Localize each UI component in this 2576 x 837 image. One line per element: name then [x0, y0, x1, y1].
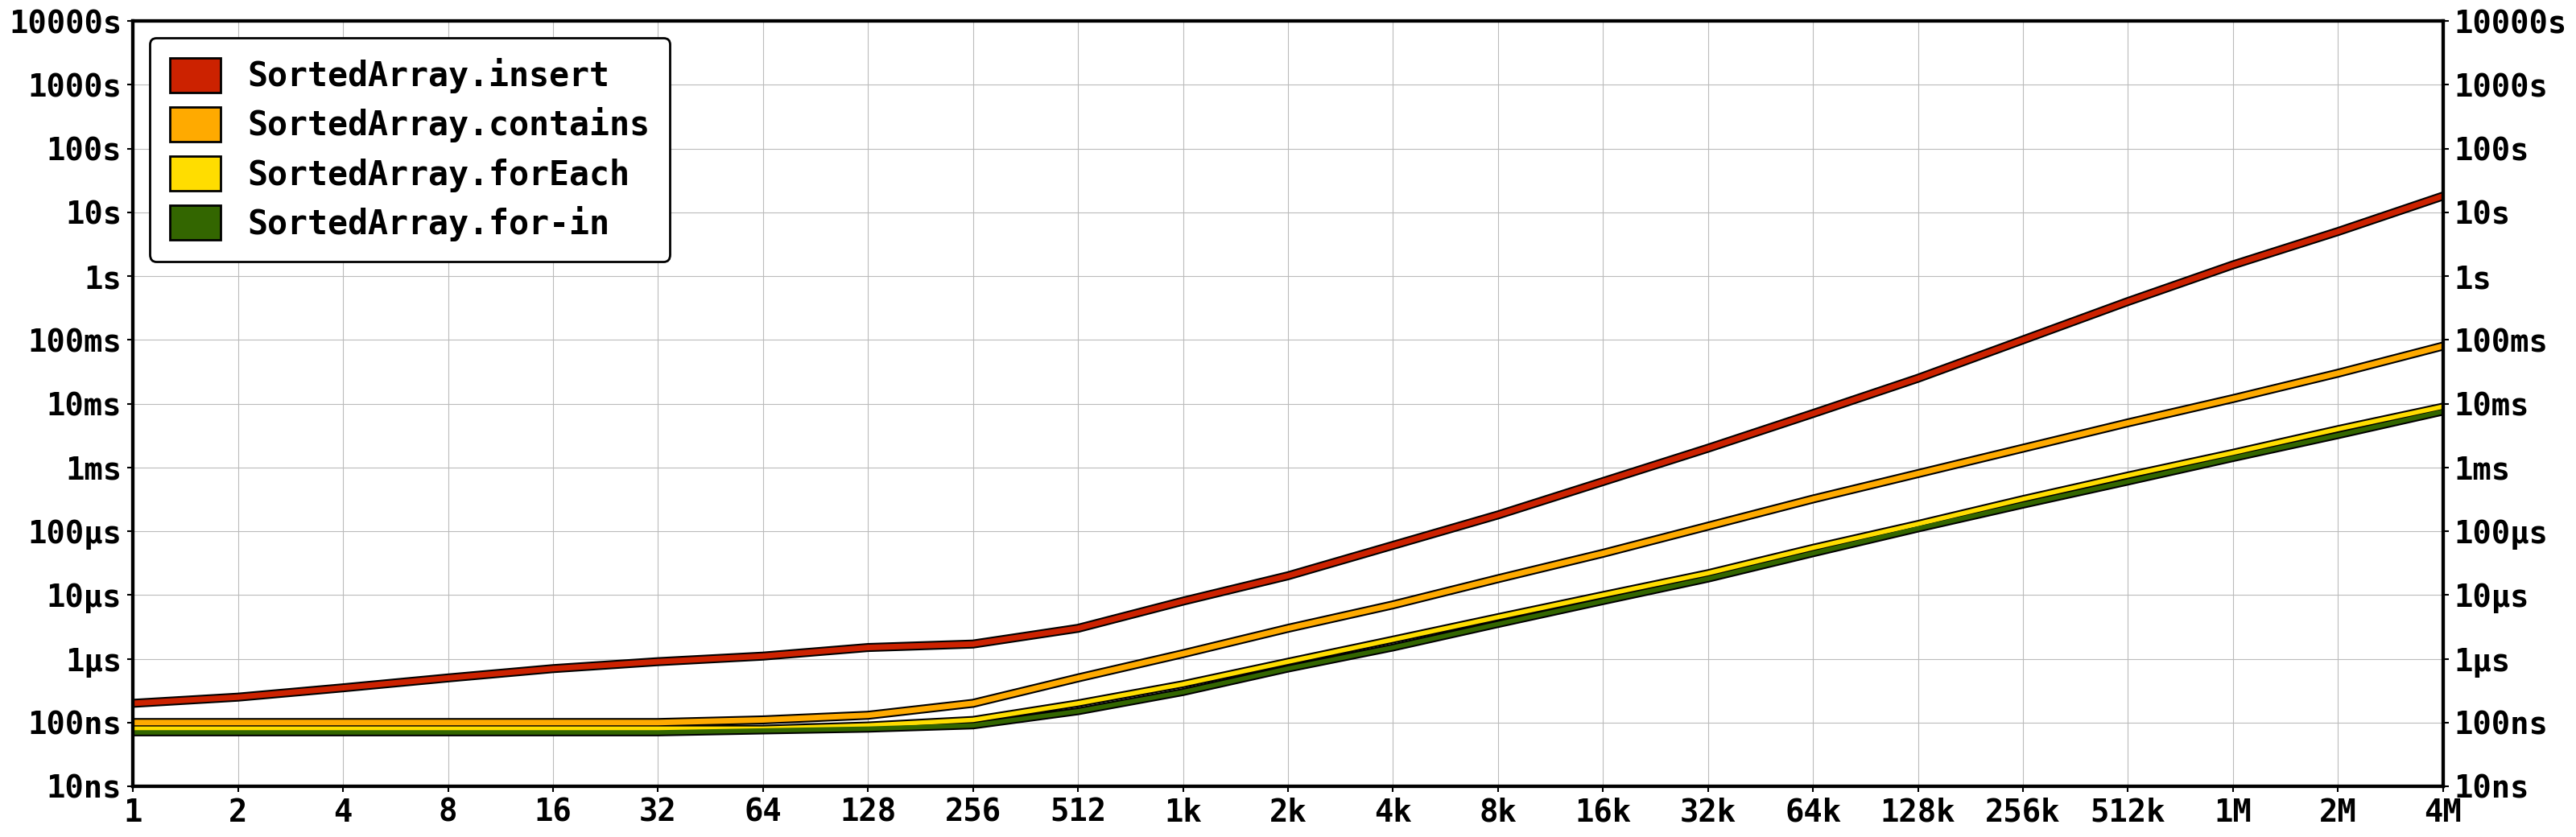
SortedArray.contains — [853, 711, 884, 721]
SortedArray.forEach — [1484, 612, 1515, 622]
SortedArray.insert — [1273, 571, 1303, 581]
SortedArray.for-in — [1587, 596, 1618, 606]
SortedArray.forEach — [1798, 542, 1829, 552]
SortedArray.contains — [2427, 341, 2458, 351]
SortedArray.insert — [958, 639, 989, 649]
SortedArray.for-in — [1061, 706, 1092, 716]
SortedArray.contains — [538, 717, 569, 727]
Legend: SortedArray.insert, SortedArray.contains, SortedArray.forEach, SortedArray.for-i: SortedArray.insert, SortedArray.contains… — [149, 38, 670, 261]
SortedArray.contains — [2324, 368, 2354, 378]
SortedArray.forEach — [1378, 634, 1409, 644]
Line: SortedArray.forEach: SortedArray.forEach — [134, 407, 2442, 729]
SortedArray.forEach — [222, 724, 252, 734]
SortedArray.forEach — [1904, 519, 1935, 529]
SortedArray.for-in — [222, 727, 252, 737]
SortedArray.contains — [1587, 548, 1618, 558]
SortedArray.contains — [958, 698, 989, 708]
SortedArray.for-in — [2324, 430, 2354, 440]
SortedArray.forEach — [747, 724, 778, 734]
SortedArray.contains — [1904, 469, 1935, 479]
SortedArray.insert — [538, 664, 569, 674]
SortedArray.contains — [1378, 600, 1409, 610]
SortedArray.contains — [1167, 649, 1198, 659]
SortedArray.forEach — [641, 724, 672, 734]
SortedArray.forEach — [1061, 698, 1092, 708]
Line: SortedArray.contains: SortedArray.contains — [134, 346, 2442, 722]
SortedArray.for-in — [1692, 573, 1723, 583]
SortedArray.insert — [433, 673, 464, 683]
Line: SortedArray.for-in: SortedArray.for-in — [134, 412, 2442, 732]
SortedArray.for-in — [2427, 407, 2458, 417]
SortedArray.contains — [118, 717, 149, 727]
SortedArray.for-in — [118, 727, 149, 737]
SortedArray.insert — [2427, 191, 2458, 201]
SortedArray.insert — [1167, 596, 1198, 606]
SortedArray.contains — [2007, 444, 2038, 454]
SortedArray.insert — [1061, 624, 1092, 634]
SortedArray.forEach — [433, 724, 464, 734]
SortedArray.forEach — [853, 721, 884, 731]
SortedArray.insert — [2007, 335, 2038, 345]
SortedArray.for-in — [1798, 548, 1829, 558]
SortedArray.for-in — [2007, 500, 2038, 510]
SortedArray.contains — [2112, 418, 2143, 428]
SortedArray.forEach — [2218, 448, 2249, 458]
SortedArray.forEach — [118, 724, 149, 734]
SortedArray.forEach — [1167, 679, 1198, 689]
SortedArray.contains — [747, 715, 778, 725]
SortedArray.insert — [2218, 259, 2249, 270]
SortedArray.for-in — [433, 727, 464, 737]
SortedArray.forEach — [2112, 470, 2143, 480]
SortedArray.for-in — [1904, 523, 1935, 533]
SortedArray.insert — [1378, 541, 1409, 551]
SortedArray.insert — [327, 683, 358, 693]
SortedArray.contains — [1692, 521, 1723, 531]
SortedArray.for-in — [958, 721, 989, 731]
SortedArray.for-in — [327, 727, 358, 737]
SortedArray.for-in — [641, 727, 672, 737]
SortedArray.insert — [853, 643, 884, 653]
SortedArray.insert — [1587, 476, 1618, 486]
SortedArray.contains — [2218, 393, 2249, 403]
SortedArray.for-in — [747, 726, 778, 736]
SortedArray.insert — [747, 651, 778, 661]
SortedArray.for-in — [1378, 643, 1409, 653]
SortedArray.contains — [1061, 673, 1092, 683]
SortedArray.contains — [1798, 494, 1829, 504]
SortedArray.forEach — [2427, 402, 2458, 412]
SortedArray.for-in — [2218, 453, 2249, 463]
SortedArray.for-in — [538, 727, 569, 737]
SortedArray.for-in — [853, 724, 884, 734]
SortedArray.forEach — [538, 724, 569, 734]
SortedArray.forEach — [2324, 424, 2354, 434]
SortedArray.for-in — [1273, 664, 1303, 674]
SortedArray.forEach — [958, 715, 989, 725]
SortedArray.insert — [2112, 296, 2143, 306]
SortedArray.contains — [1484, 573, 1515, 583]
SortedArray.insert — [1692, 444, 1723, 454]
SortedArray.insert — [222, 692, 252, 702]
SortedArray.insert — [118, 698, 149, 708]
SortedArray.insert — [1484, 510, 1515, 520]
SortedArray.contains — [327, 717, 358, 727]
SortedArray.for-in — [1167, 687, 1198, 697]
SortedArray.forEach — [327, 724, 358, 734]
SortedArray.forEach — [1692, 568, 1723, 578]
Line: SortedArray.insert: SortedArray.insert — [134, 196, 2442, 703]
SortedArray.forEach — [1587, 590, 1618, 600]
SortedArray.for-in — [2112, 476, 2143, 486]
SortedArray.for-in — [1484, 619, 1515, 629]
SortedArray.contains — [641, 717, 672, 727]
SortedArray.contains — [222, 717, 252, 727]
SortedArray.insert — [1904, 373, 1935, 383]
SortedArray.contains — [1273, 624, 1303, 634]
SortedArray.contains — [433, 717, 464, 727]
SortedArray.insert — [2324, 227, 2354, 237]
SortedArray.forEach — [2007, 494, 2038, 504]
SortedArray.insert — [1798, 408, 1829, 418]
SortedArray.insert — [641, 657, 672, 667]
SortedArray.forEach — [1273, 657, 1303, 667]
